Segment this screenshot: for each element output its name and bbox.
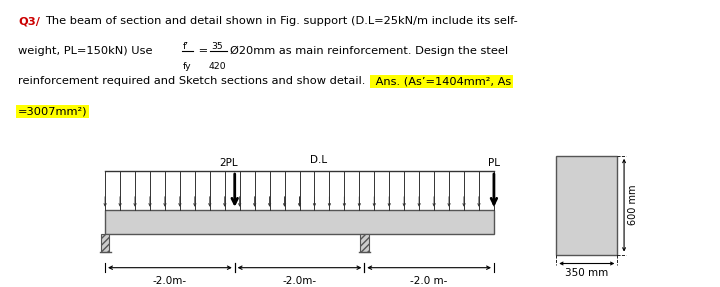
Text: =3007mm²): =3007mm²)	[18, 106, 88, 116]
Text: PL: PL	[488, 158, 500, 168]
Text: The beam of section and detail shown in Fig. support (D.L=25kN/m include its sel: The beam of section and detail shown in …	[45, 16, 518, 26]
Text: D.L: D.L	[310, 155, 328, 165]
Text: 350 mm: 350 mm	[565, 268, 608, 278]
Bar	[101, 234, 109, 252]
Bar	[557, 156, 617, 255]
Text: Q3/: Q3/	[18, 16, 40, 26]
Text: -2.0m-: -2.0m-	[282, 276, 317, 286]
Text: -2.0 m-: -2.0 m-	[410, 276, 448, 286]
Bar	[360, 234, 369, 252]
Text: f’: f’	[183, 42, 189, 51]
Text: weight, PL=150kN) Use: weight, PL=150kN) Use	[18, 46, 156, 56]
Text: -2.0m-: -2.0m-	[153, 276, 187, 286]
Text: =: =	[195, 46, 208, 56]
Bar	[105, 210, 494, 234]
Text: 2PL: 2PL	[219, 158, 238, 168]
Text: Ø20mm as main reinforcement. Design the steel: Ø20mm as main reinforcement. Design the …	[230, 46, 508, 56]
Text: 35: 35	[211, 42, 222, 51]
Text: reinforcement required and Sketch sections and show detail.: reinforcement required and Sketch sectio…	[18, 76, 365, 86]
Text: Ans. (As’=1404mm², As: Ans. (As’=1404mm², As	[372, 76, 511, 86]
Text: 600 mm: 600 mm	[629, 185, 639, 226]
Text: fy: fy	[183, 62, 192, 71]
Text: 420: 420	[209, 62, 227, 71]
